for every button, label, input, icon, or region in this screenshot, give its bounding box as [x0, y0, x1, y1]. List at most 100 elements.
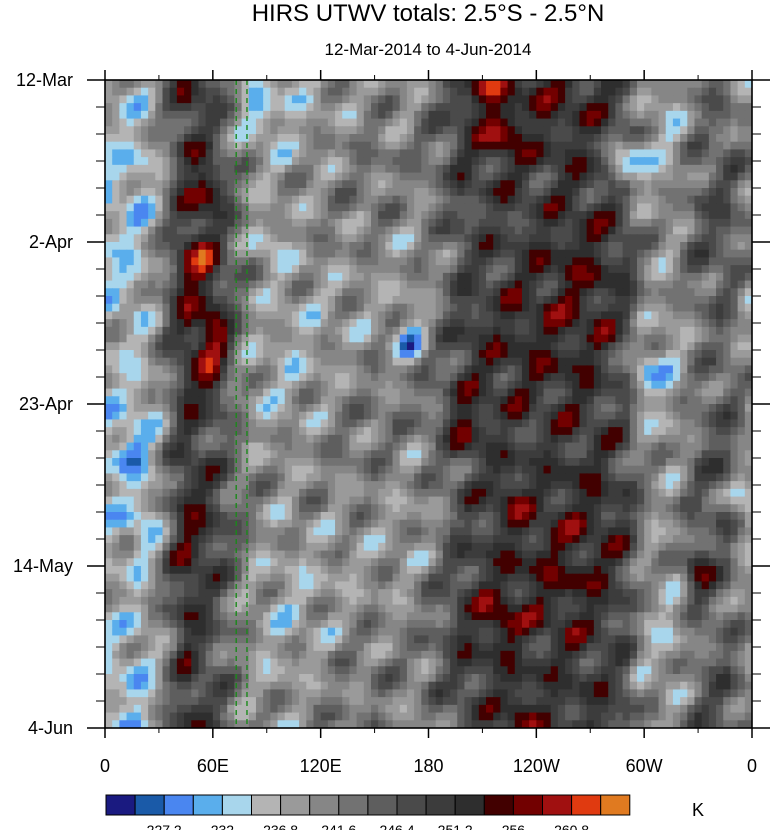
heatmap-cell [716, 442, 724, 451]
heatmap-cell [370, 442, 379, 451]
heatmap-cell [327, 234, 336, 243]
heatmap-cell [471, 465, 480, 475]
heatmap-cell [140, 427, 149, 436]
heatmap-cell [723, 473, 732, 482]
heatmap-cell [155, 288, 164, 297]
heatmap-cell [572, 288, 581, 297]
heatmap-cell [105, 172, 113, 181]
heatmap-cell [687, 450, 696, 459]
heatmap-cell [672, 303, 681, 313]
heatmap-cell [665, 272, 674, 282]
heatmap-cell [471, 303, 480, 313]
heatmap-cell [198, 458, 207, 467]
heatmap-cell [198, 357, 207, 367]
heatmap-cell [356, 141, 365, 151]
heatmap-cell [442, 195, 451, 205]
heatmap-cell [435, 226, 444, 235]
heatmap-cell [529, 95, 537, 104]
heatmap-cell [636, 164, 645, 174]
heatmap-cell [356, 396, 365, 405]
heatmap-cell [701, 473, 710, 482]
heatmap-cell [579, 326, 588, 336]
heatmap-cell [557, 80, 566, 89]
heatmap-cell [184, 126, 192, 135]
heatmap-cell [529, 496, 537, 505]
heatmap-cell [471, 118, 480, 127]
heatmap-cell [277, 396, 286, 405]
heatmap-cell [514, 118, 523, 127]
heatmap-cell [680, 473, 688, 482]
heatmap-cell [572, 473, 581, 482]
heatmap-cell [212, 365, 221, 374]
heatmap-cell [140, 180, 149, 189]
heatmap-cell [428, 164, 437, 174]
heatmap-cell [601, 303, 609, 313]
heatmap-cell [450, 141, 458, 151]
heatmap-cell [493, 334, 501, 343]
heatmap-cell [694, 311, 703, 320]
heatmap-cell [320, 342, 329, 351]
heatmap-cell [126, 396, 135, 405]
chart-title: HIRS UTWV totals: 2.5°S - 2.5°N [251, 0, 605, 27]
heatmap-cell [478, 404, 487, 413]
heatmap-cell [356, 249, 365, 259]
heatmap-cell [608, 373, 617, 382]
heatmap-cell [579, 357, 588, 367]
heatmap-cell [579, 80, 588, 89]
heatmap-cell [385, 404, 394, 413]
heatmap-cell [601, 242, 609, 251]
heatmap-cell [112, 242, 120, 251]
heatmap-cell [672, 326, 681, 336]
heatmap-cell [133, 272, 142, 282]
heatmap-cell [342, 404, 351, 413]
heatmap-cell [687, 411, 696, 421]
heatmap-cell [658, 141, 667, 151]
heatmap-cell [241, 350, 250, 359]
heatmap-cell [119, 296, 128, 305]
heatmap-cell [421, 481, 430, 490]
heatmap-cell [493, 141, 501, 151]
heatmap-cell [313, 311, 322, 320]
heatmap-cell [406, 496, 415, 505]
heatmap-cell [176, 450, 185, 459]
heatmap-cell [651, 249, 660, 259]
heatmap-cell [212, 95, 221, 104]
heatmap-cell [550, 203, 559, 212]
heatmap-cell [586, 164, 595, 174]
heatmap-cell [557, 157, 566, 166]
heatmap-cell [255, 296, 264, 305]
heatmap-cell [220, 380, 228, 390]
heatmap-cell [514, 164, 523, 174]
heatmap-cell [521, 496, 530, 505]
heatmap-cell [723, 180, 732, 189]
heatmap-cell [162, 234, 171, 243]
heatmap-cell [744, 434, 752, 444]
heatmap-cell [579, 442, 588, 451]
heatmap-cell [435, 157, 444, 166]
heatmap-cell [277, 242, 286, 251]
heatmap-cell [579, 342, 588, 351]
heatmap-cell [220, 458, 228, 467]
heatmap-cell [155, 134, 164, 143]
heatmap-cell [442, 350, 451, 359]
heatmap-cell [234, 95, 243, 104]
heatmap-cell [723, 357, 732, 367]
heatmap-cell [284, 172, 293, 181]
heatmap-cell [313, 396, 322, 405]
heatmap-cell [105, 357, 113, 367]
heatmap-cell [744, 326, 752, 336]
heatmap-cell [716, 365, 724, 374]
heatmap-cell [586, 311, 595, 320]
heatmap-cell [493, 242, 501, 251]
heatmap-cell [665, 103, 674, 112]
heatmap-cell [708, 365, 717, 374]
heatmap-cell [248, 149, 257, 158]
heatmap-cell [672, 172, 681, 181]
heatmap-cell [385, 218, 394, 228]
heatmap-cell [457, 442, 466, 451]
heatmap-cell [557, 419, 566, 428]
heatmap-cell [133, 388, 142, 397]
heatmap-cell [701, 427, 710, 436]
heatmap-cell [737, 342, 746, 351]
heatmap-cell [406, 380, 415, 390]
